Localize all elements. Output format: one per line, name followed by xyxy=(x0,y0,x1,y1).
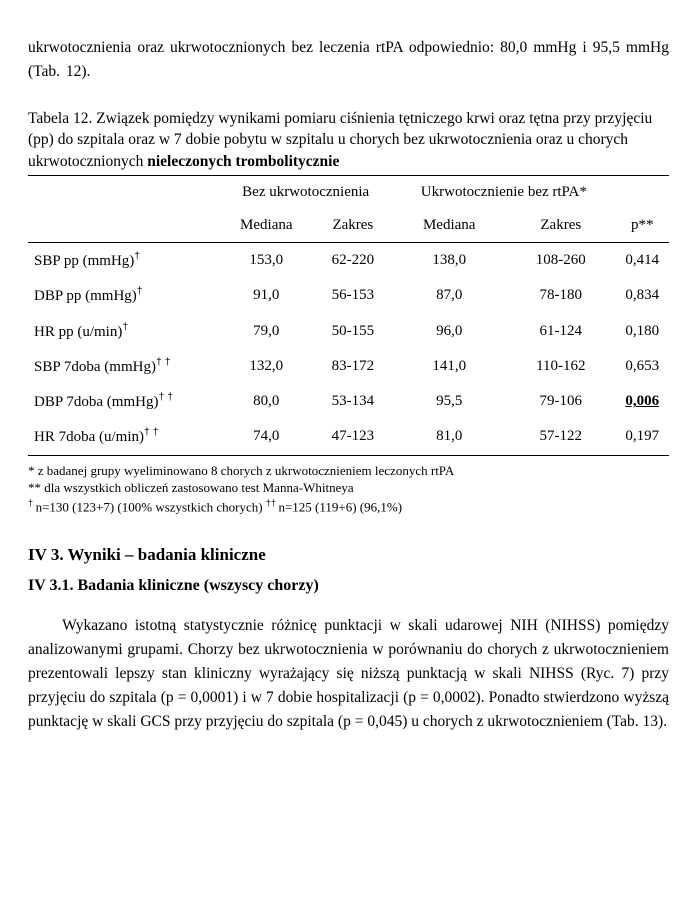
table-row: DBP pp (mmHg)†91,056-15387,078-1800,834 xyxy=(28,278,669,313)
row-label: SBP 7doba (mmHg)† † xyxy=(28,349,219,384)
table-row: SBP pp (mmHg)†153,062-220138,0108-2600,4… xyxy=(28,243,669,279)
cell-median-b: 87,0 xyxy=(392,278,506,313)
row-label: DBP 7doba (mmHg)† † xyxy=(28,384,219,419)
cell-range-b: 108-260 xyxy=(506,243,615,279)
blank-header-3 xyxy=(28,209,219,243)
row-label: DBP pp (mmHg)† xyxy=(28,278,219,313)
row-label: HR pp (u/min)† xyxy=(28,314,219,349)
cell-range-a: 83-172 xyxy=(313,349,392,384)
footnote-3: † n=130 (123+7) (100% wszystkich chorych… xyxy=(28,497,669,516)
subsection-heading: IV 3.1. Badania kliniczne (wszyscy chorz… xyxy=(28,574,669,599)
cell-p-value: 0,180 xyxy=(615,314,669,349)
table-row: SBP 7doba (mmHg)† †132,083-172141,0110-1… xyxy=(28,349,669,384)
dagger-icon: † † xyxy=(158,391,173,403)
cell-range-b: 57-122 xyxy=(506,419,615,455)
cell-median-b: 81,0 xyxy=(392,419,506,455)
col-range-b: Zakres xyxy=(506,209,615,243)
table-12: Bez ukrwotocznienia Ukrwotocznienie bez … xyxy=(28,175,669,456)
dagger-icon: † xyxy=(134,250,140,262)
footnote-1: * z badanej grupy wyeliminowano 8 choryc… xyxy=(28,462,669,480)
cell-p-value: 0,653 xyxy=(615,349,669,384)
footnote-3-text-b: n=125 (119+6) (96,1%) xyxy=(278,499,402,514)
caption-text: Tabela 12. Związek pomiędzy wynikami pom… xyxy=(28,110,652,170)
cell-range-b: 110-162 xyxy=(506,349,615,384)
cell-p-value: 0,414 xyxy=(615,243,669,279)
body-paragraph: Wykazano istotną statystycznie różnicę p… xyxy=(28,614,669,734)
table-row: HR pp (u/min)†79,050-15596,061-1240,180 xyxy=(28,314,669,349)
cell-median-a: 132,0 xyxy=(219,349,313,384)
cell-range-a: 47-123 xyxy=(313,419,392,455)
cell-p-value: 0,197 xyxy=(615,419,669,455)
col-median-b: Mediana xyxy=(392,209,506,243)
cell-median-b: 95,5 xyxy=(392,384,506,419)
table-footnotes: * z badanej grupy wyeliminowano 8 choryc… xyxy=(28,462,669,516)
col-range-a: Zakres xyxy=(313,209,392,243)
cell-median-b: 96,0 xyxy=(392,314,506,349)
group-b-header: Ukrwotocznienie bez rtPA* xyxy=(392,175,615,209)
row-label: HR 7doba (u/min)† † xyxy=(28,419,219,455)
cell-range-a: 56-153 xyxy=(313,278,392,313)
cell-range-b: 78-180 xyxy=(506,278,615,313)
dagger-icon: † xyxy=(28,498,36,508)
row-label: SBP pp (mmHg)† xyxy=(28,243,219,279)
table-row: DBP 7doba (mmHg)† †80,053-13495,579-1060… xyxy=(28,384,669,419)
footnote-3-text-a: n=130 (123+7) (100% wszystkich chorych) xyxy=(36,499,266,514)
dagger-icon: † † xyxy=(156,356,171,368)
blank-header-2 xyxy=(615,175,669,209)
intro-paragraph: ukrwotocznienia oraz ukrwotocznionych be… xyxy=(28,36,669,84)
section-heading: IV 3. Wyniki – badania kliniczne xyxy=(28,542,669,568)
col-median-a: Mediana xyxy=(219,209,313,243)
cell-range-a: 62-220 xyxy=(313,243,392,279)
dagger-icon: † xyxy=(137,285,143,297)
cell-range-a: 53-134 xyxy=(313,384,392,419)
caption-bold: nieleczonych trombolitycznie xyxy=(147,153,339,170)
blank-header xyxy=(28,175,219,209)
cell-median-b: 138,0 xyxy=(392,243,506,279)
cell-range-b: 79-106 xyxy=(506,384,615,419)
table-caption: Tabela 12. Związek pomiędzy wynikami pom… xyxy=(28,108,669,173)
cell-range-a: 50-155 xyxy=(313,314,392,349)
double-dagger-icon: †† xyxy=(266,498,279,508)
dagger-icon: † xyxy=(122,321,128,333)
cell-median-a: 74,0 xyxy=(219,419,313,455)
group-a-header: Bez ukrwotocznienia xyxy=(219,175,392,209)
col-p: p** xyxy=(615,209,669,243)
intro-text: ukrwotocznienia oraz ukrwotocznionych be… xyxy=(28,39,669,80)
cell-median-a: 91,0 xyxy=(219,278,313,313)
dagger-icon: † † xyxy=(144,426,159,438)
cell-median-a: 153,0 xyxy=(219,243,313,279)
cell-p-value: 0,834 xyxy=(615,278,669,313)
cell-range-b: 61-124 xyxy=(506,314,615,349)
cell-median-b: 141,0 xyxy=(392,349,506,384)
table-body: SBP pp (mmHg)†153,062-220138,0108-2600,4… xyxy=(28,243,669,456)
table-row: HR 7doba (u/min)† †74,047-12381,057-1220… xyxy=(28,419,669,455)
cell-median-a: 79,0 xyxy=(219,314,313,349)
cell-median-a: 80,0 xyxy=(219,384,313,419)
footnote-2: ** dla wszystkich obliczeń zastosowano t… xyxy=(28,479,669,497)
cell-p-value: 0,006 xyxy=(615,384,669,419)
